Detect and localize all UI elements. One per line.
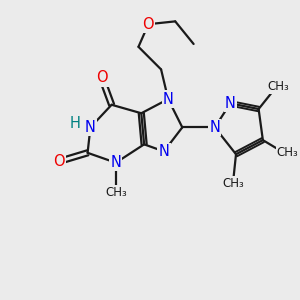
Text: N: N [225,96,236,111]
Text: O: O [142,17,154,32]
Text: CH₃: CH₃ [105,186,127,199]
Text: O: O [96,70,107,86]
Text: CH₃: CH₃ [277,146,298,159]
Text: O: O [53,154,65,169]
Text: H: H [69,116,80,130]
Text: N: N [110,155,121,170]
Text: CH₃: CH₃ [222,177,244,190]
Text: N: N [163,92,174,106]
Text: N: N [85,120,96,135]
Text: CH₃: CH₃ [267,80,289,93]
Text: N: N [158,144,169,159]
Text: N: N [209,120,220,135]
